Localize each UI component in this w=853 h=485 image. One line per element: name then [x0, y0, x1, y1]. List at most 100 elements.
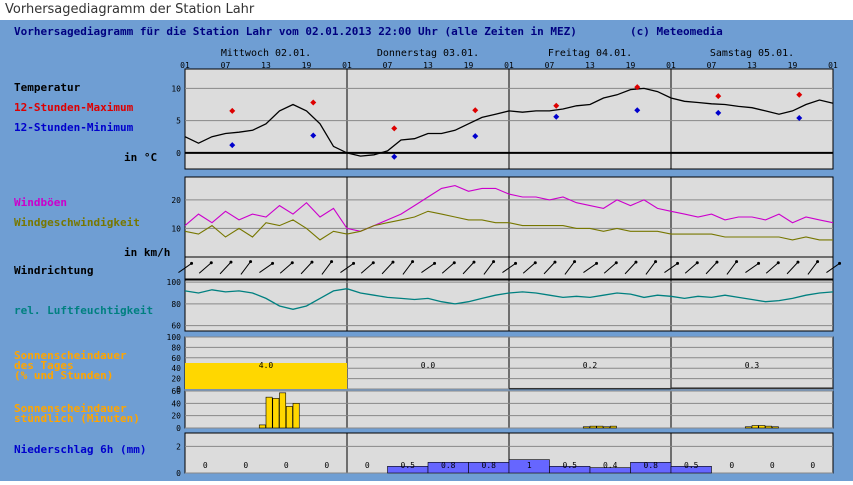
- day-label: Freitag 04.01.: [548, 48, 632, 59]
- y-tick-label: 40: [171, 399, 181, 408]
- y-tick-label: 20: [171, 375, 181, 384]
- hour-tick-label: 13: [585, 61, 595, 70]
- wind-arrow-head: [330, 260, 334, 264]
- sun-hourly-bar: [272, 398, 280, 429]
- day-label: Samstag 05.01.: [710, 48, 794, 59]
- hour-tick-label: 19: [626, 61, 636, 70]
- gusts-line: [184, 185, 834, 232]
- hour-tick-label: 13: [747, 61, 757, 70]
- temp-unit-label: in °C: [124, 151, 157, 164]
- hour-tick-label: 13: [261, 61, 271, 70]
- hour-tick-label: 19: [302, 61, 312, 70]
- wind-arrow: [219, 261, 232, 275]
- wind-arrow: [462, 261, 475, 275]
- precip-value: 0: [243, 461, 248, 470]
- precip-bar: [670, 466, 712, 474]
- sun-hourly-bar: [609, 425, 617, 429]
- precip-value: 0: [324, 461, 329, 470]
- hour-tick-label: 13: [423, 61, 433, 70]
- sun-hourly-bar: [258, 424, 266, 429]
- winddir-label: Windrichtung: [14, 264, 93, 277]
- wind-arrow: [765, 262, 779, 274]
- sun-daily-value: 4.0: [259, 361, 274, 370]
- wind-arrow: [198, 262, 212, 274]
- chart-copyright: (c) Meteomedia: [630, 25, 723, 38]
- tmin-marker: [634, 107, 641, 114]
- wind-arrow-head: [614, 261, 618, 265]
- wind-arrow: [279, 262, 293, 274]
- tmin-marker: [553, 113, 560, 120]
- y-tick-label: 0: [176, 424, 181, 433]
- wind-arrow: [726, 261, 737, 275]
- sun-hourly-bar: [589, 425, 597, 429]
- wind-arrow-head: [472, 260, 476, 264]
- precip-value: 0.8: [441, 461, 456, 470]
- wind-arrow: [583, 263, 597, 273]
- wind-arrow: [522, 262, 536, 274]
- wind-arrow-head: [391, 260, 395, 264]
- sun-hourly-bar: [771, 426, 779, 429]
- y-tick-label: 80: [171, 343, 181, 352]
- wind-arrow-head: [838, 261, 842, 265]
- wind-arrow: [240, 261, 251, 275]
- y-tick-label: 0: [176, 149, 181, 158]
- sun-hourly-bar: [292, 403, 300, 429]
- wind-arrow-head: [352, 261, 356, 265]
- wind-arrow-head: [514, 261, 518, 265]
- wind-arrow: [826, 263, 840, 273]
- precip-value: 0: [365, 461, 370, 470]
- tmin-marker: [229, 142, 236, 149]
- wind-arrow-head: [757, 261, 761, 265]
- wind-arrow: [564, 261, 575, 275]
- sun-daily-bar: [185, 363, 347, 389]
- tmax-marker: [229, 107, 236, 114]
- hour-tick-label: 01: [342, 61, 352, 70]
- wind-arrow-head: [533, 261, 537, 265]
- sun-daily-bar: [671, 387, 833, 389]
- sun-hourly-bar: [596, 425, 604, 429]
- y-tick-label: 10: [171, 224, 181, 233]
- wind-arrow: [421, 263, 435, 273]
- precip-value: 0.8: [482, 461, 497, 470]
- tmax-marker: [472, 107, 479, 114]
- sun-hourly-bar: [265, 396, 273, 429]
- tmin-marker: [715, 109, 722, 116]
- wind-arrow-head: [209, 261, 213, 265]
- wind-arrow-head: [634, 260, 638, 264]
- sun-daily-label-2: des Tages: [14, 359, 74, 372]
- hour-tick-label: 01: [504, 61, 514, 70]
- y-tick-label: 80: [171, 300, 181, 309]
- tmax-marker: [391, 125, 398, 132]
- forecast-panel: Vorhersagediagramm für die Station Lahr …: [0, 20, 853, 481]
- y-tick-label: 100: [167, 278, 182, 287]
- wind-arrow-head: [492, 260, 496, 264]
- wind-arrow-head: [229, 260, 233, 264]
- precip-value: 1: [527, 461, 532, 470]
- hour-tick-label: 19: [788, 61, 798, 70]
- sun-hourly-label-2: stündlich (Minuten): [14, 412, 140, 425]
- sun-hourly-bar: [744, 426, 752, 429]
- tmin-marker: [796, 115, 803, 122]
- precip-value: 0: [810, 461, 815, 470]
- day-label: Donnerstag 03.01.: [377, 48, 479, 59]
- precip-value: 0.5: [563, 461, 578, 470]
- wind-arrow-head: [595, 261, 599, 265]
- wind-arrow: [441, 262, 455, 274]
- precip-value: 0.8: [644, 461, 659, 470]
- wind-arrow: [543, 261, 556, 275]
- tmax-marker: [553, 102, 560, 109]
- sun-daily-value: 0.3: [745, 361, 760, 370]
- wind-arrow-head: [573, 260, 577, 264]
- precip-value: 0.4: [603, 461, 618, 470]
- wind-arrow: [483, 261, 494, 275]
- hour-tick-label: 01: [180, 61, 190, 70]
- wind-arrow-head: [433, 261, 437, 265]
- sun-hourly-bar: [751, 425, 759, 429]
- tmax-label: 12-Stunden-Maximum: [14, 101, 134, 114]
- wind-arrow: [340, 263, 354, 273]
- sun-hourly-bar: [285, 406, 293, 429]
- hour-tick-label: 01: [828, 61, 838, 70]
- y-tick-label: 0: [176, 385, 181, 394]
- wind-arrow-head: [190, 261, 194, 265]
- sun-daily-label-1: Sonnenscheindauer: [14, 349, 127, 362]
